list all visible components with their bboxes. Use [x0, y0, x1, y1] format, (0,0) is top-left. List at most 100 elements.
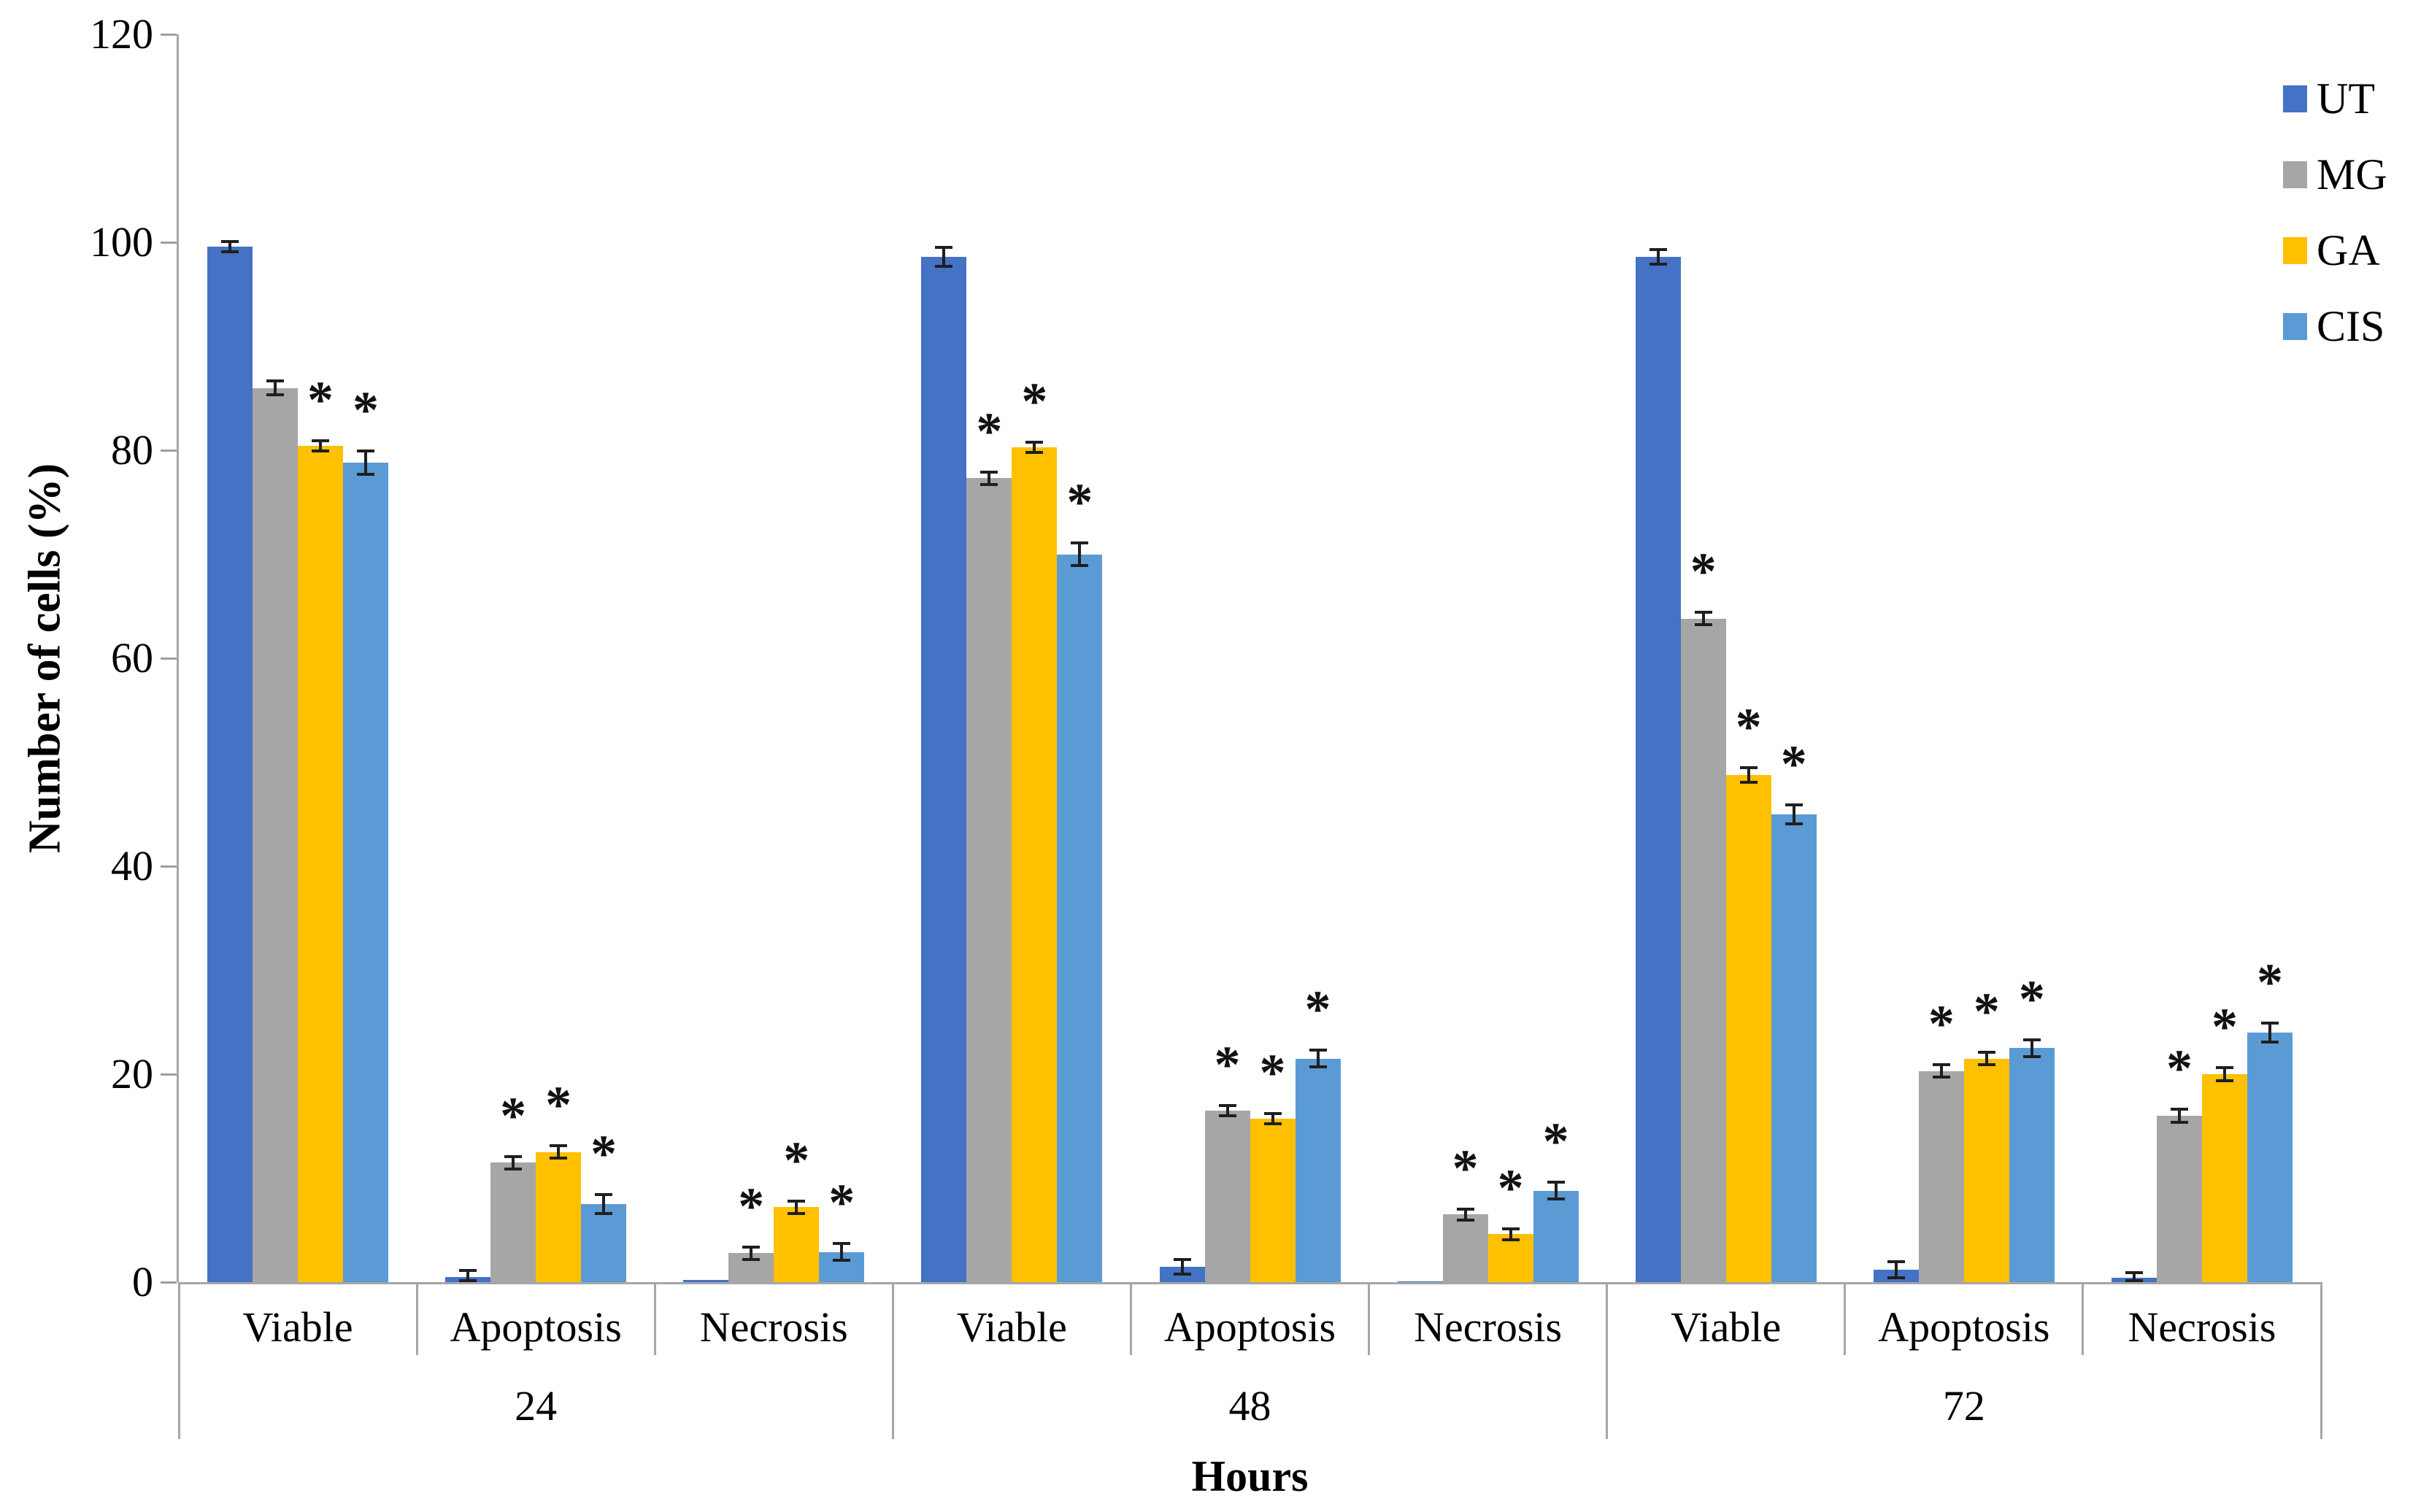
y-tick [161, 1073, 177, 1076]
error-bar-line [988, 471, 991, 485]
bar-MG-72h-viable [1680, 618, 1726, 1282]
error-bar-cap-top [2260, 1022, 2279, 1025]
error-bar-cap-bottom [1977, 1063, 1995, 1067]
error-bar-line [1939, 1065, 1943, 1078]
bar-CIS-72h-viable [1771, 814, 1817, 1282]
error-bar-cap-bottom [2260, 1040, 2279, 1044]
significance-asterisk-CIS-48h-necrosis: * [1542, 1112, 1569, 1171]
error-bar-cap-bottom [1456, 1218, 1474, 1222]
y-tick-label: 80 [111, 426, 153, 474]
significance-asterisk-GA-72h-apoptosis: * [1973, 982, 2000, 1041]
error-bar-cap-top [1932, 1063, 1950, 1067]
error-bar-line [1894, 1261, 1898, 1278]
error-bar-cap-bottom [1547, 1197, 1565, 1200]
legend-item-GA: GA [2283, 228, 2387, 273]
bar-MG-24h-apoptosis [490, 1162, 536, 1282]
error-bar-cap-bottom [1501, 1238, 1520, 1241]
bar-CIS-24h-apoptosis [581, 1204, 627, 1282]
error-bar-cap-bottom [1694, 623, 1712, 627]
significance-asterisk-CIS-72h-necrosis: * [2256, 953, 2283, 1012]
error-bar-cap-top [1456, 1208, 1474, 1211]
error-bar-cap-top [595, 1193, 613, 1197]
bar-GA-48h-viable [1012, 447, 1058, 1282]
category-label: Necrosis [1414, 1303, 1563, 1351]
bar-MG-48h-viable [966, 478, 1012, 1282]
category-separator [1844, 1282, 1847, 1355]
error-bar-cap-top [1977, 1051, 1995, 1054]
category-label: Apoptosis [450, 1303, 622, 1351]
error-bar-cap-top [2215, 1066, 2233, 1070]
legend-label-CIS: CIS [2317, 302, 2385, 350]
error-bar-line [1656, 249, 1660, 264]
bar-UT-48h-viable [921, 256, 967, 1282]
significance-asterisk-GA-48h-necrosis: * [1497, 1159, 1524, 1218]
error-bar-cap-top [1025, 440, 1044, 444]
error-bar-line [750, 1246, 753, 1260]
error-bar-cap-bottom [2215, 1079, 2233, 1082]
group-separator [2320, 1282, 2322, 1439]
x-axis-title: Hours [1191, 1452, 1309, 1500]
error-bar-cap-bottom [504, 1167, 523, 1170]
y-tick-label: 40 [111, 842, 153, 890]
error-bar-line [557, 1146, 561, 1159]
group-label: 24 [515, 1382, 558, 1430]
error-bar-cap-top [2170, 1108, 2188, 1111]
error-bar-line [2222, 1068, 2226, 1081]
legend-swatch-UT [2283, 85, 2307, 112]
error-bar-cap-bottom [595, 1211, 613, 1215]
error-bar-cap-bottom [1025, 450, 1044, 454]
legend-label-GA: GA [2317, 226, 2380, 274]
error-bar-line [602, 1195, 606, 1214]
significance-asterisk-GA-24h-necrosis: * [783, 1130, 810, 1189]
y-tick-label: 100 [90, 218, 153, 266]
legend-label-MG: MG [2317, 150, 2387, 198]
significance-asterisk-CIS-24h-viable: * [353, 381, 380, 440]
group-separator [1606, 1282, 1609, 1439]
error-bar-line [228, 241, 232, 252]
error-bar-cap-bottom [1309, 1065, 1327, 1069]
significance-asterisk-CIS-72h-apoptosis: * [2018, 969, 2045, 1028]
error-bar-cap-top [1501, 1227, 1520, 1231]
error-bar-cap-top [742, 1245, 761, 1249]
error-bar-cap-top [1739, 765, 1758, 769]
y-axis-line [177, 34, 179, 1282]
category-label: Viable [956, 1303, 1067, 1351]
significance-asterisk-CIS-72h-viable: * [1780, 734, 1807, 793]
error-bar-cap-bottom [1263, 1122, 1282, 1126]
error-bar-cap-bottom [550, 1157, 568, 1160]
error-bar-cap-top [2125, 1271, 2143, 1275]
error-bar-cap-top [1649, 247, 1667, 251]
bar-GA-24h-necrosis [774, 1207, 820, 1282]
bar-MG-24h-viable [253, 387, 299, 1282]
error-bar-line [2132, 1273, 2136, 1281]
significance-asterisk-CIS-48h-apoptosis: * [1304, 980, 1331, 1039]
error-bar-cap-bottom [1218, 1114, 1236, 1117]
error-bar-cap-bottom [459, 1279, 477, 1282]
error-bar-cap-top [1887, 1260, 1905, 1263]
error-bar-cap-bottom [1785, 822, 1803, 825]
error-bar-cap-top [980, 470, 998, 474]
significance-asterisk-GA-72h-necrosis: * [2211, 998, 2238, 1057]
error-bar-line [274, 380, 277, 396]
error-bar-line [319, 441, 323, 452]
significance-asterisk-MG-72h-necrosis: * [2166, 1039, 2193, 1098]
error-bar-line [2030, 1039, 2033, 1057]
error-bar-line [1033, 441, 1036, 452]
error-bar-line [512, 1156, 515, 1169]
error-bar-cap-bottom [1173, 1272, 1191, 1276]
y-tick [161, 1281, 177, 1284]
error-bar-line [1180, 1259, 1184, 1274]
significance-asterisk-GA-72h-viable: * [1735, 697, 1762, 756]
category-separator [1129, 1282, 1132, 1355]
error-bar-cap-top [504, 1154, 523, 1158]
category-label: Apoptosis [1163, 1303, 1336, 1351]
category-label: Necrosis [2128, 1303, 2276, 1351]
significance-asterisk-MG-24h-necrosis: * [738, 1176, 765, 1235]
error-bar-cap-top [550, 1144, 568, 1148]
error-bar-cap-bottom [935, 264, 953, 268]
significance-asterisk-MG-24h-apoptosis: * [500, 1086, 527, 1145]
error-bar-line [1225, 1105, 1229, 1116]
bar-GA-48h-apoptosis [1250, 1119, 1296, 1282]
error-bar-cap-top [1263, 1112, 1282, 1116]
error-bar-cap-bottom [2170, 1120, 2188, 1124]
